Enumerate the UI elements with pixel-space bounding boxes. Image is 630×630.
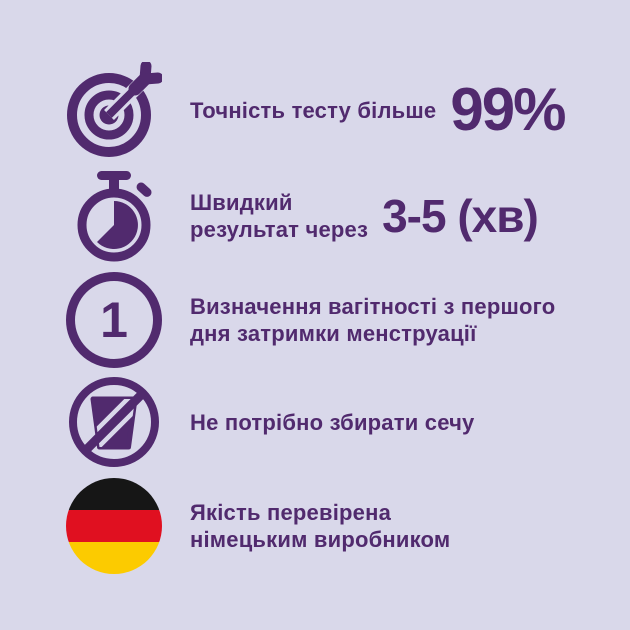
german-flag-icon [66, 478, 162, 574]
number-one-badge: 1 [66, 272, 162, 368]
german-flag-circle [66, 478, 162, 574]
feature-row-first-day: 1 Визначення вагітності з першого дня за… [66, 272, 555, 368]
badge-number: 1 [100, 292, 128, 348]
feature-label-line: німецьким виробником [190, 527, 451, 552]
stopwatch-icon [66, 168, 162, 264]
feature-label: Визначення вагітності з першого дня затр… [190, 293, 555, 347]
feature-label: Точність тесту більше [190, 97, 437, 123]
feature-label: Якість перевірена німецьким виробником [190, 499, 450, 553]
feature-row-accuracy: Точність тесту більше 99% [66, 62, 566, 158]
target-icon [66, 62, 162, 158]
result-time-value: 3-5 (хв) [382, 190, 539, 242]
feature-row-no-urine: Не потрібно збирати сечу [66, 374, 474, 470]
feature-label: Швидкий результат через [190, 189, 368, 243]
feature-row-fast-result: Швидкий результат через 3-5 (хв) [66, 168, 539, 264]
feature-label-line: Якість перевірена [190, 500, 392, 525]
feature-label: Не потрібно збирати сечу [190, 409, 475, 435]
feature-row-german-quality: Якість перевірена німецьким виробником [66, 478, 450, 574]
number-one-icon: 1 [66, 272, 162, 368]
accuracy-value: 99% [450, 76, 566, 143]
feature-label-line: результат через [190, 217, 369, 242]
no-urine-collection-icon [66, 374, 162, 470]
feature-label-line: дня затримки менструації [190, 321, 477, 346]
feature-label-line: Визначення вагітності з першого [190, 294, 556, 319]
feature-label-line: Швидкий [190, 190, 293, 215]
